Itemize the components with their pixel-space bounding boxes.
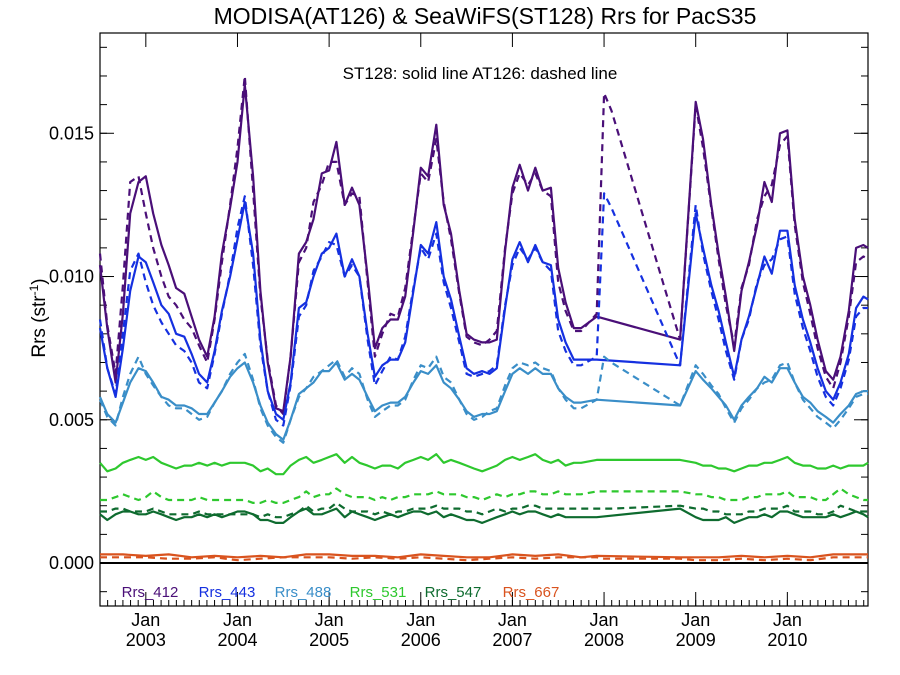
- legend-item-rrs-412: Rrs_412: [122, 584, 179, 601]
- y-axis-label-sup: -1: [27, 284, 41, 295]
- series-line-rrs-412-dashed: [98, 74, 869, 416]
- x-tick-year-label: 2004: [217, 630, 257, 650]
- y-axis-label: Rrs (str-1): [27, 278, 50, 357]
- y-axis: 0.000 0.005 0.010 0.015: [49, 46, 868, 593]
- x-tick-month-label: Jan: [315, 610, 344, 630]
- y-axis-label-close: ): [29, 278, 50, 284]
- series-line-rrs-488-dashed: [98, 352, 868, 444]
- series-line-rrs-547-solid: [99, 507, 869, 525]
- x-tick-month-label: Jan: [773, 610, 802, 630]
- legend-item-rrs-443: Rrs_443: [199, 584, 256, 601]
- x-tick-year-label: 2009: [676, 630, 716, 650]
- y-tick-label: 0.005: [49, 410, 94, 430]
- legend: Rrs_412 Rrs_443 Rrs_488 Rrs_531 Rrs_547 Rrs_6…: [122, 584, 560, 601]
- legend-item-rrs-488: Rrs_488: [275, 584, 332, 601]
- y-tick-label: 0.000: [49, 553, 94, 573]
- line-style-annotation: ST128: solid line AT126: dashed line: [343, 64, 618, 83]
- x-tick-year-label: 2010: [767, 630, 807, 650]
- x-tick-month-label: Jan: [498, 610, 527, 630]
- y-axis-label-main: Rrs (str: [29, 295, 50, 358]
- series-line-rrs-443-dashed: [98, 192, 868, 427]
- series-line-rrs-531-solid: [99, 453, 869, 476]
- x-tick-year-label: 2008: [584, 630, 624, 650]
- y-tick-label: 0.010: [49, 267, 94, 287]
- legend-item-rrs-531: Rrs_531: [350, 584, 407, 601]
- x-tick-month-label: Jan: [223, 610, 252, 630]
- x-tick-year-label: 2006: [401, 630, 441, 650]
- x-tick-month-label: Jan: [681, 610, 710, 630]
- series-line-rrs-531-dashed: [100, 487, 868, 504]
- x-tick-year-label: 2007: [492, 630, 532, 650]
- x-tick-year-label: 2005: [309, 630, 349, 650]
- series-layer: [98, 74, 869, 562]
- series-line-rrs-547-dashed: [100, 501, 868, 519]
- series-line-rrs-667-dashed: [100, 556, 868, 562]
- x-tick-month-label: Jan: [131, 610, 160, 630]
- legend-item-rrs-547: Rrs_547: [425, 584, 482, 601]
- chart-title: MODISA(AT126) & SeaWiFS(ST128) Rrs for P…: [214, 3, 757, 29]
- x-tick-year-label: 2003: [126, 630, 166, 650]
- series-line-rrs-667-solid: [100, 553, 868, 559]
- legend-item-rrs-667: Rrs_667: [503, 584, 560, 601]
- x-tick-month-label: Jan: [590, 610, 619, 630]
- x-axis: Jan2003Jan2004Jan2005Jan2006Jan2007Jan20…: [99, 33, 865, 650]
- y-tick-label: 0.015: [49, 123, 94, 143]
- x-tick-month-label: Jan: [406, 610, 435, 630]
